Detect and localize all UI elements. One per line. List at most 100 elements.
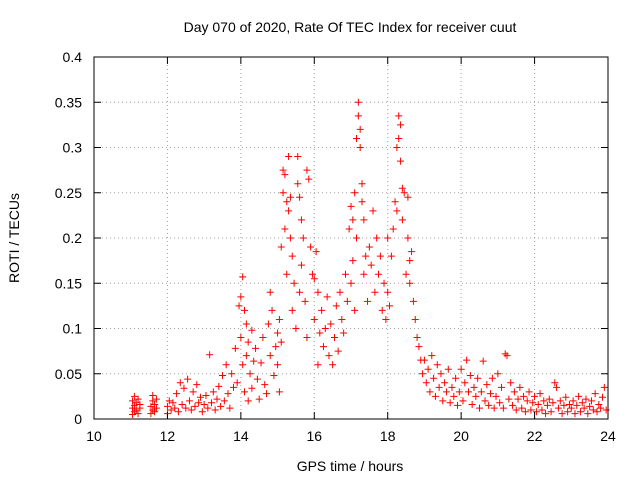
data-point [191,402,199,410]
data-point [217,402,225,410]
data-point [453,401,461,409]
data-point [152,404,160,412]
data-point [200,401,208,409]
data-point [147,402,155,410]
data-point [532,408,540,416]
x-tick-label: 12 [160,428,176,444]
data-point [314,288,322,296]
data-point [151,401,159,409]
data-point [259,334,267,342]
x-tick-labels: 10 12 14 16 18 20 22 24 [86,428,616,444]
data-point [327,320,335,328]
data-point [340,329,348,337]
data-point [270,372,278,380]
data-point [470,383,478,391]
data-point [415,343,423,351]
data-point [189,388,197,396]
data-point [330,334,338,342]
data-point [600,383,608,391]
data-point [250,357,258,365]
data-point [387,252,395,260]
data-point [498,383,506,391]
data-point [286,234,294,242]
data-point [266,288,274,296]
data-point [241,306,249,314]
data-point [252,344,260,352]
data-point [481,397,489,405]
data-point [349,216,357,224]
data-point [281,171,289,179]
data-point [384,234,392,242]
data-point [198,408,206,416]
data-point [523,397,531,405]
data-point [411,315,419,323]
data-point [428,352,436,360]
data-point [479,357,487,365]
data-point [312,248,320,256]
data-point [398,216,406,224]
data-point [255,395,263,403]
data-point [279,166,287,174]
data-point [266,352,274,360]
data-point [380,279,388,287]
data-point [558,410,566,418]
data-point [241,388,249,396]
data-point [536,390,544,398]
data-point [275,388,283,396]
data-point [257,359,265,367]
data-point [408,248,416,256]
x-tick-label: 14 [233,428,249,444]
data-point [213,395,221,403]
data-point [589,406,597,414]
data-point [586,402,594,410]
data-point [261,381,269,389]
data-point [147,410,155,418]
data-point [510,388,518,396]
data-point [468,401,476,409]
data-point [237,293,245,301]
data-point [494,370,502,378]
data-point [444,365,452,373]
data-point [375,270,383,278]
y-tick-label: 0.05 [55,366,82,382]
data-point [490,404,498,412]
data-point [358,180,366,188]
data-point [310,315,318,323]
data-point [129,397,137,405]
data-point [329,361,337,369]
data-point [400,189,408,197]
data-point [130,392,138,400]
data-point [560,401,568,409]
data-point [384,288,392,296]
data-point [219,372,226,380]
data-point [406,257,414,265]
data-point [296,193,304,201]
data-point [281,225,289,233]
data-point [520,392,528,400]
data-point [343,297,351,305]
data-point [545,395,553,403]
data-point [353,234,361,242]
data-point [562,393,570,401]
data-point [386,302,394,310]
data-point [215,382,223,390]
data-point [439,397,447,405]
data-point [288,306,296,314]
data-point [279,189,287,197]
data-point [499,404,507,412]
data-point [174,408,182,416]
data-point [556,397,564,405]
data-point [167,406,175,414]
data-point [598,393,606,401]
data-point [459,397,467,405]
data-point [409,297,417,305]
y-tick-label: 0.2 [63,230,83,246]
data-point [584,410,592,418]
data-point [492,392,500,400]
data-point [184,375,192,383]
data-point [193,381,201,389]
data-point [253,375,261,383]
data-point [314,361,322,369]
